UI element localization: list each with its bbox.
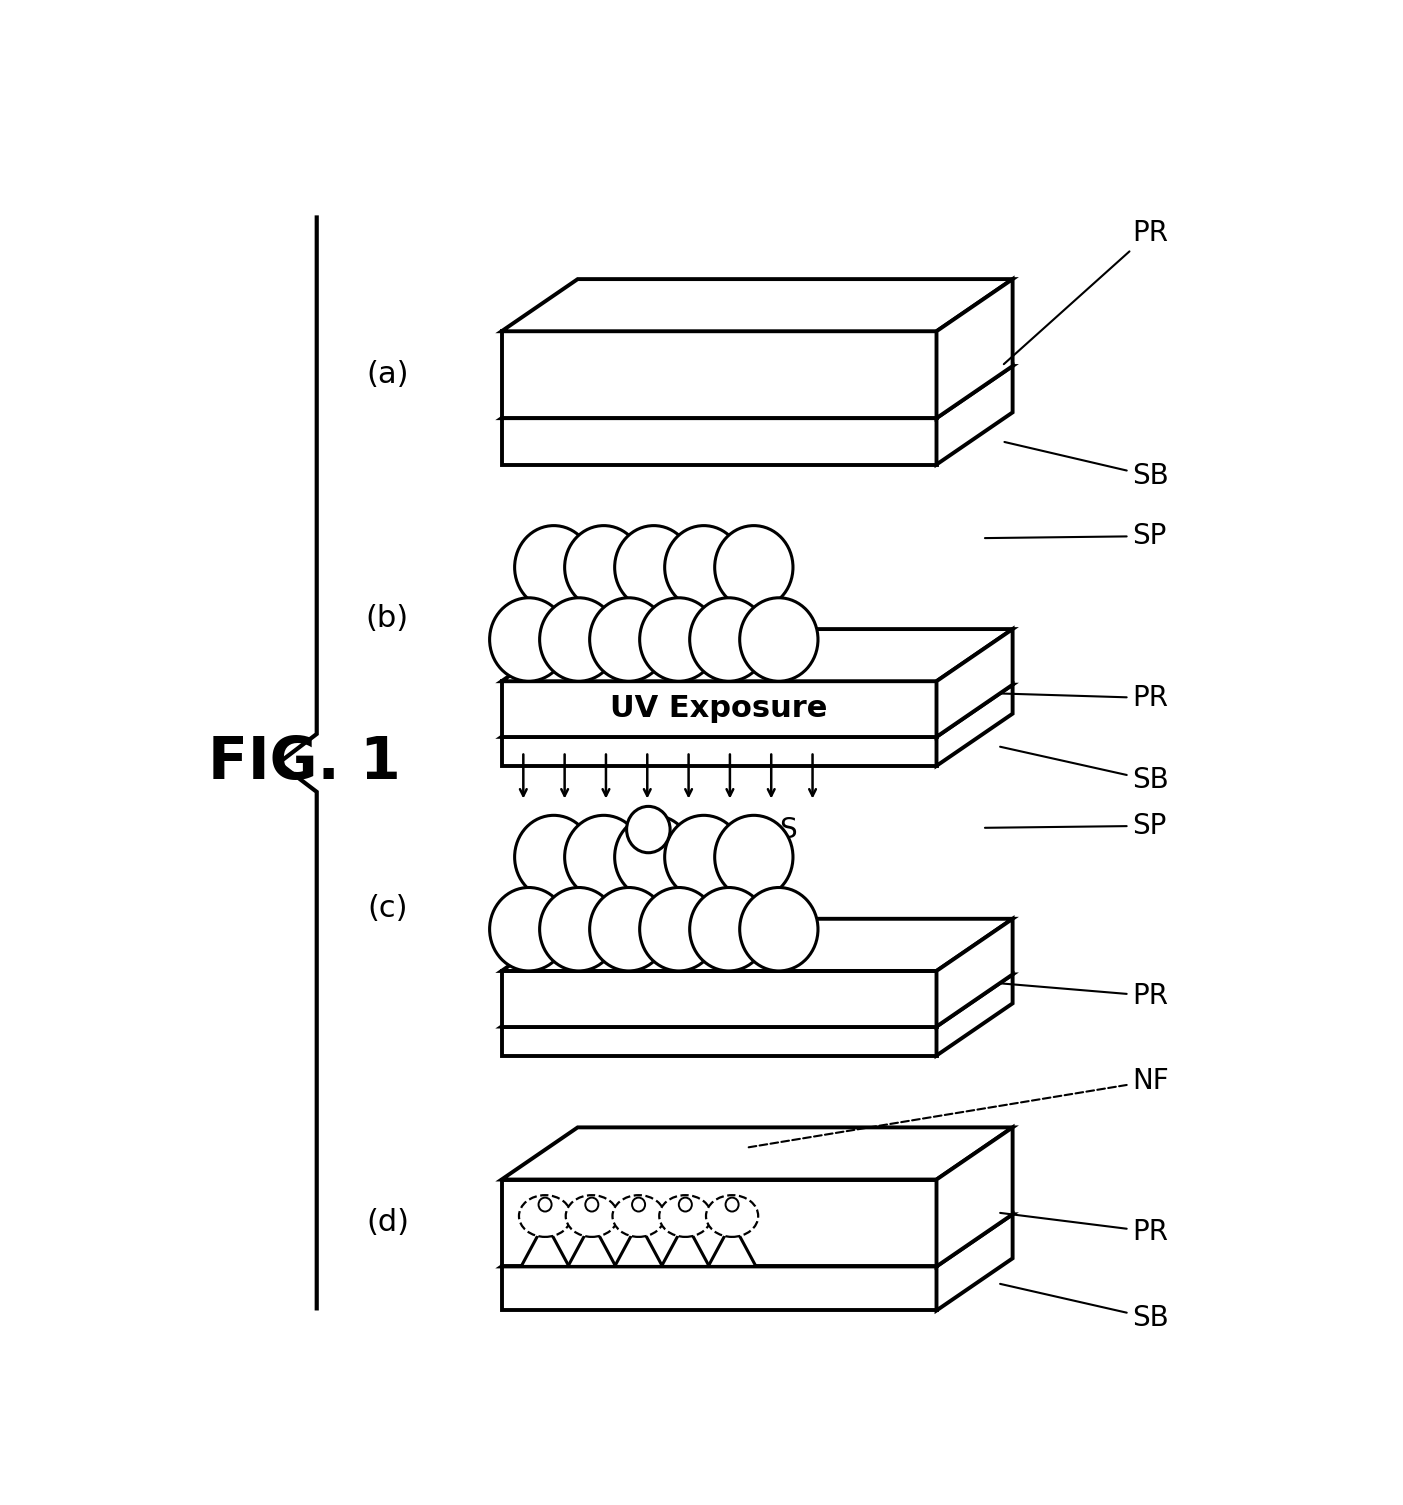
Circle shape (665, 816, 744, 898)
Text: NF: NF (746, 1067, 1169, 1148)
Text: FIG. 1: FIG. 1 (208, 734, 401, 792)
Polygon shape (502, 1266, 937, 1311)
Text: (b): (b) (366, 604, 408, 634)
Circle shape (540, 597, 617, 682)
Polygon shape (502, 278, 1013, 331)
Polygon shape (502, 682, 937, 737)
Text: (c): (c) (368, 894, 408, 923)
Circle shape (615, 525, 693, 610)
Text: PR: PR (1003, 218, 1169, 364)
Ellipse shape (519, 1195, 571, 1237)
Polygon shape (502, 1215, 1013, 1266)
Polygon shape (709, 1218, 756, 1266)
Circle shape (640, 597, 718, 682)
Circle shape (665, 525, 744, 610)
Circle shape (679, 1198, 692, 1212)
Polygon shape (502, 331, 937, 418)
Circle shape (490, 888, 568, 971)
Polygon shape (502, 685, 1013, 737)
Circle shape (490, 597, 568, 682)
Polygon shape (521, 1218, 570, 1266)
Circle shape (627, 807, 671, 853)
Polygon shape (502, 1180, 937, 1266)
Circle shape (633, 1198, 645, 1212)
Circle shape (515, 816, 593, 898)
Ellipse shape (659, 1195, 711, 1237)
Polygon shape (502, 1026, 937, 1055)
Text: SB: SB (1000, 1284, 1169, 1332)
Circle shape (589, 597, 668, 682)
Polygon shape (661, 1218, 710, 1266)
Polygon shape (502, 1127, 1013, 1180)
Ellipse shape (706, 1195, 758, 1237)
Polygon shape (502, 366, 1013, 418)
Circle shape (714, 525, 793, 610)
Text: S: S (673, 816, 797, 844)
Circle shape (640, 888, 718, 971)
Text: SB: SB (1000, 746, 1169, 795)
Text: (d): (d) (366, 1209, 408, 1237)
Polygon shape (502, 418, 937, 465)
Text: SB: SB (1005, 442, 1169, 491)
Text: PR: PR (1000, 1213, 1169, 1246)
Polygon shape (502, 971, 937, 1026)
Ellipse shape (565, 1195, 617, 1237)
Polygon shape (615, 1218, 662, 1266)
Circle shape (690, 597, 767, 682)
Polygon shape (502, 974, 1013, 1026)
Text: SP: SP (985, 811, 1167, 840)
Text: (a): (a) (366, 360, 408, 390)
Circle shape (540, 888, 617, 971)
Polygon shape (937, 918, 1013, 1026)
Polygon shape (937, 629, 1013, 737)
Polygon shape (937, 366, 1013, 465)
Polygon shape (937, 278, 1013, 418)
Text: UV Exposure: UV Exposure (610, 694, 828, 722)
Circle shape (615, 816, 693, 898)
Circle shape (690, 888, 767, 971)
Text: PR: PR (1000, 685, 1169, 712)
Circle shape (564, 525, 643, 610)
Circle shape (589, 888, 668, 971)
Text: PR: PR (1000, 981, 1169, 1010)
Text: SP: SP (985, 522, 1167, 551)
Circle shape (564, 816, 643, 898)
Circle shape (515, 525, 593, 610)
Circle shape (739, 597, 818, 682)
Polygon shape (937, 1127, 1013, 1266)
Circle shape (739, 888, 818, 971)
Circle shape (585, 1198, 598, 1212)
Polygon shape (502, 629, 1013, 682)
Polygon shape (937, 685, 1013, 766)
Circle shape (714, 816, 793, 898)
Circle shape (539, 1198, 551, 1212)
Polygon shape (937, 974, 1013, 1055)
Polygon shape (937, 1215, 1013, 1311)
Circle shape (725, 1198, 738, 1212)
Polygon shape (502, 737, 937, 766)
Polygon shape (568, 1218, 616, 1266)
Ellipse shape (613, 1195, 665, 1237)
Polygon shape (502, 918, 1013, 971)
